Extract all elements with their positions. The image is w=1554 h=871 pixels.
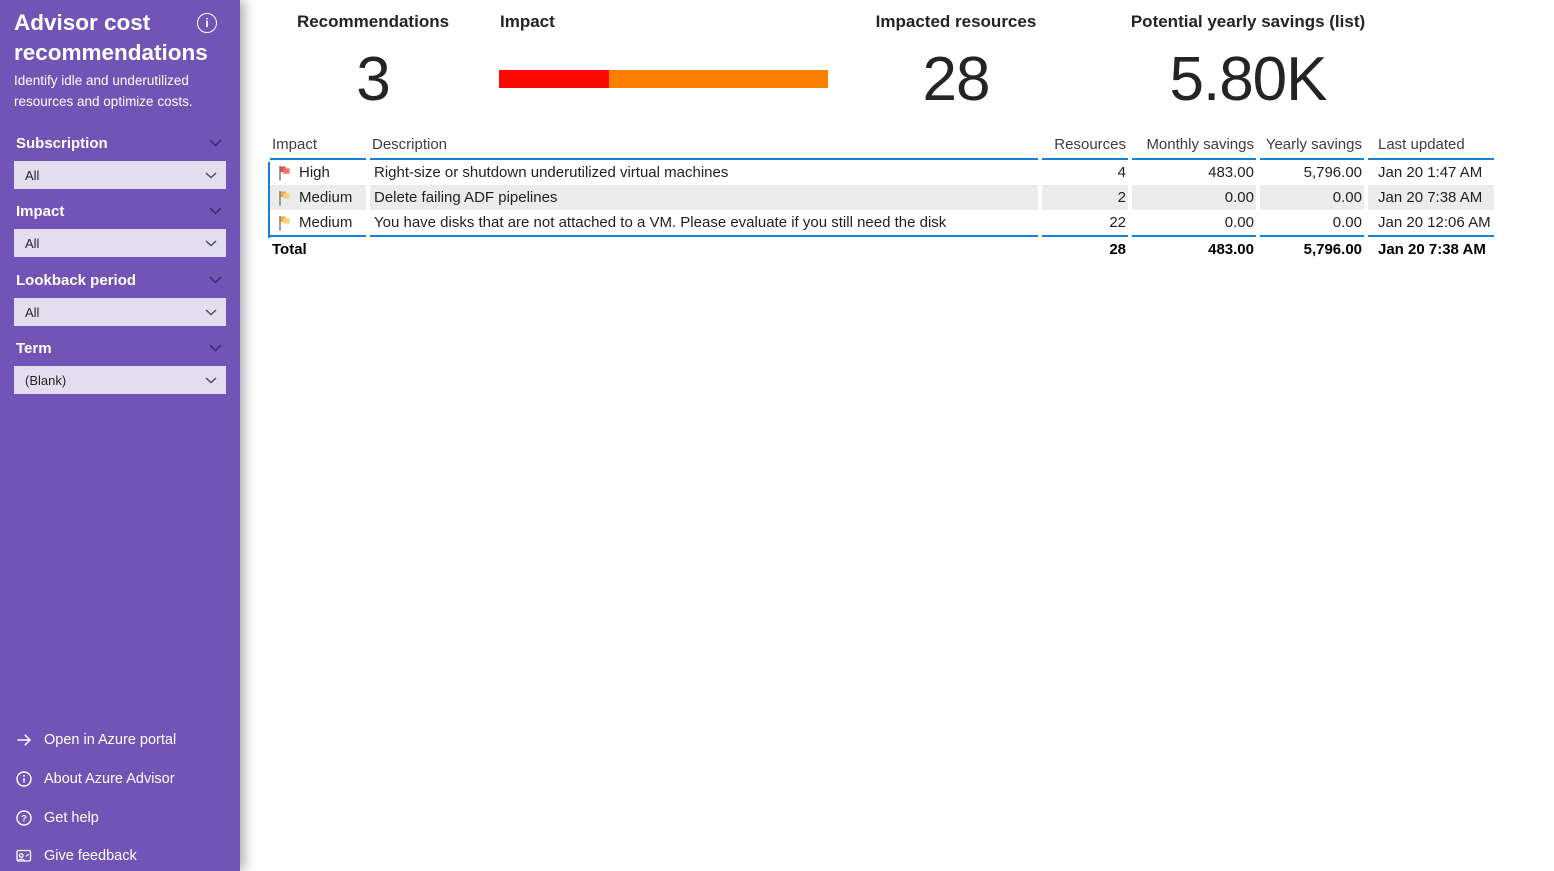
filter-label: Subscription xyxy=(16,134,108,152)
table-left-accent-line xyxy=(268,162,270,238)
table-total-row: Total 28 483.00 5,796.00 Jan 20 7:38 AM xyxy=(270,235,1494,262)
page-title: Advisor cost recommendations xyxy=(14,10,208,65)
column-header-last-updated[interactable]: Last updated xyxy=(1368,131,1494,160)
impact-level: Medium xyxy=(299,214,353,231)
column-header-yearly-savings[interactable]: Yearly savings xyxy=(1260,131,1364,160)
column-header-description[interactable]: Description xyxy=(370,131,1038,160)
table-row[interactable]: Medium Delete failing ADF pipelines 2 0.… xyxy=(270,185,1494,210)
about-azure-advisor-link[interactable]: About Azure Advisor xyxy=(15,768,175,790)
dropdown-value: (Blank) xyxy=(25,372,67,388)
total-yearly-savings: 5,796.00 xyxy=(1260,235,1364,262)
last-updated-value: Jan 20 7:38 AM xyxy=(1368,185,1494,210)
info-icon xyxy=(16,771,32,787)
kpi-recommendations-value: 3 xyxy=(356,45,390,114)
impact-level: High xyxy=(299,164,330,181)
column-header-impact[interactable]: Impact xyxy=(270,131,366,160)
yearly-savings-value: 0.00 xyxy=(1332,214,1362,231)
recommendation-description: Right-size or shutdown underutilized vir… xyxy=(374,164,729,181)
table-row[interactable]: High Right-size or shutdown underutilize… xyxy=(270,160,1494,185)
filter-label: Impact xyxy=(16,202,65,220)
impact-dropdown[interactable]: All xyxy=(14,229,226,257)
link-label: About Azure Advisor xyxy=(44,771,175,787)
monthly-savings-value: 483.00 xyxy=(1208,164,1254,181)
filter-header-term[interactable]: Term xyxy=(16,338,222,358)
kpi-impact-label: Impact xyxy=(500,12,555,31)
flag-icon xyxy=(279,190,290,205)
impact-bar-segment-medium[interactable] xyxy=(609,70,828,88)
lookback-period-dropdown[interactable]: All xyxy=(14,298,226,326)
monthly-savings-value: 0.00 xyxy=(1224,214,1254,231)
chevron-down-icon xyxy=(205,308,217,316)
impact-bar-segment-high[interactable] xyxy=(499,70,610,88)
column-header-monthly-savings[interactable]: Monthly savings xyxy=(1132,131,1256,160)
give-feedback-link[interactable]: Give feedback xyxy=(15,845,137,867)
feedback-icon xyxy=(16,849,32,862)
link-label: Open in Azure portal xyxy=(44,732,177,748)
kpi-recommendations-label: Recommendations xyxy=(296,12,450,31)
chevron-down-icon xyxy=(205,239,217,247)
last-updated-value: Jan 20 1:47 AM xyxy=(1378,164,1483,181)
chevron-down-icon[interactable] xyxy=(209,344,222,352)
info-icon[interactable]: i xyxy=(197,13,217,33)
kpi-yearly-savings-value: 5.80K xyxy=(1169,45,1327,114)
recommendation-description: You have disks that are not attached to … xyxy=(374,214,947,231)
table-row[interactable]: Medium You have disks that are not attac… xyxy=(270,210,1494,235)
filter-header-impact[interactable]: Impact xyxy=(16,201,222,221)
chevron-down-icon[interactable] xyxy=(209,139,222,147)
chevron-down-icon[interactable] xyxy=(209,207,222,215)
dropdown-value: All xyxy=(25,304,40,320)
flag-icon xyxy=(279,165,290,180)
yearly-savings-value: 5,796.00 xyxy=(1303,164,1362,181)
table-header-row: Impact Description Resources Monthly sav… xyxy=(270,131,1494,160)
kpi-impacted-resources-value: 28 xyxy=(922,45,991,114)
page-subtitle: Identify idle and underutilized resource… xyxy=(14,73,193,109)
recommendation-description: Delete failing ADF pipelines xyxy=(370,185,1038,210)
flag-icon xyxy=(279,215,290,230)
recommendations-table: Impact Description Resources Monthly sav… xyxy=(266,131,1498,262)
total-last-updated: Jan 20 7:38 AM xyxy=(1368,235,1494,262)
resources-value: 4 xyxy=(1117,164,1126,181)
term-dropdown[interactable]: (Blank) xyxy=(14,366,226,394)
total-resources: 28 xyxy=(1042,235,1128,262)
arrow-right-icon xyxy=(17,734,32,746)
filter-header-lookback-period[interactable]: Lookback period xyxy=(16,270,222,290)
resources-value: 22 xyxy=(1109,214,1126,231)
kpi-yearly-savings-label: Potential yearly savings (list) xyxy=(1130,12,1366,31)
column-header-resources[interactable]: Resources xyxy=(1042,131,1128,160)
filter-pane: Advisor cost recommendations i Identify … xyxy=(0,0,240,871)
subscription-dropdown[interactable]: All xyxy=(14,161,226,189)
filter-header-subscription[interactable]: Subscription xyxy=(16,133,222,153)
link-label: Get help xyxy=(44,810,99,826)
filter-label: Lookback period xyxy=(16,271,137,289)
monthly-savings-value: 0.00 xyxy=(1132,185,1256,210)
resources-value: 2 xyxy=(1042,185,1128,210)
dropdown-value: All xyxy=(25,167,40,183)
impact-stacked-bar xyxy=(499,70,828,88)
filter-label: Term xyxy=(16,339,52,357)
kpi-impacted-resources-label: Impacted resources xyxy=(875,12,1037,31)
total-monthly-savings: 483.00 xyxy=(1132,235,1256,262)
chevron-down-icon[interactable] xyxy=(209,276,222,284)
dropdown-value: All xyxy=(25,235,40,251)
svg-text:?: ? xyxy=(21,813,27,824)
yearly-savings-value: 0.00 xyxy=(1260,185,1364,210)
last-updated-value: Jan 20 12:06 AM xyxy=(1378,214,1491,231)
link-label: Give feedback xyxy=(44,848,137,864)
impact-level: Medium xyxy=(299,189,353,206)
open-in-azure-portal-link[interactable]: Open in Azure portal xyxy=(15,729,176,751)
get-help-link[interactable]: ? Get help xyxy=(15,807,99,829)
chevron-down-icon xyxy=(205,376,217,384)
chevron-down-icon xyxy=(205,171,217,179)
total-label: Total xyxy=(270,235,366,262)
help-icon: ? xyxy=(16,810,32,826)
